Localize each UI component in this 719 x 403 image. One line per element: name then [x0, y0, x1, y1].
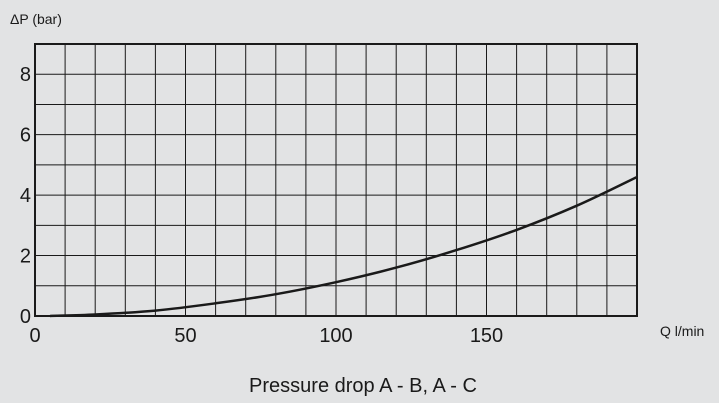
x-axis-label: Q l/min [660, 323, 704, 339]
y-tick-label: 2 [20, 246, 31, 268]
x-tick-label: 50 [174, 325, 196, 347]
grid [35, 44, 637, 316]
y-tick-label: 4 [20, 185, 31, 207]
y-tick-labels: 0 2 4 6 8 [20, 64, 31, 328]
y-tick-label: 0 [20, 306, 31, 328]
x-tick-label: 100 [319, 325, 352, 347]
plot-frame [34, 43, 638, 317]
x-tick-labels: 0 50 100 150 [29, 325, 503, 347]
y-tick-label: 8 [20, 64, 31, 86]
chart-caption: Pressure drop A - B, A - C [249, 375, 477, 397]
pressure-drop-curve [49, 175, 638, 318]
x-tick-label: 0 [29, 325, 40, 347]
x-tick-label: 150 [470, 325, 503, 347]
y-tick-label: 6 [20, 125, 31, 147]
y-axis-label: ΔP (bar) [10, 11, 62, 27]
